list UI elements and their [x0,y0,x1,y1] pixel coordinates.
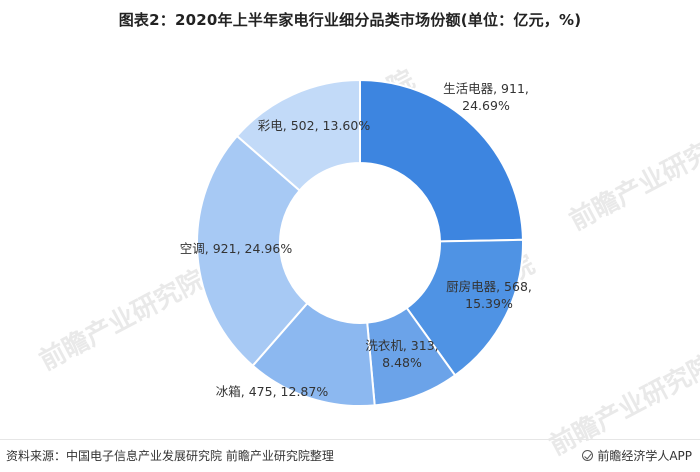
chart-title: 图表2：2020年上半年家电行业细分品类市场份额(单位：亿元，%) [118,11,582,29]
footer-divider [0,439,700,472]
label-厨房电器: 厨房电器, 568, [446,279,532,294]
label-percent-洗衣机: 8.48% [382,355,422,370]
donut-chart: 生活电器, 911, 24.69% 厨房电器, 568, 15.39% 洗衣机, 313… [180,78,532,407]
slice-空调 [196,134,309,368]
label-洗衣机: 洗衣机, 313, [365,338,438,353]
label-空调: 空调, 921, 24.96% [180,241,293,256]
label-生活电器: 生活电器, 911, [443,81,529,96]
brand-mark: 前瞻经济学人APP [582,447,692,464]
slice-生活电器 [359,78,524,243]
brand-logo-icon [582,450,594,461]
source-note: 资料来源：中国电子信息产业发展研究院 前瞻产业研究院整理 [6,449,334,463]
slice-group [196,78,524,407]
brand-name: 前瞻经济学人APP [597,449,692,463]
label-group: 生活电器, 911, 24.69% 厨房电器, 568, 15.39% 洗衣机, 313… [180,81,532,399]
label-冰箱: 冰箱, 475, 12.87% [216,384,329,399]
label-彩电: 彩电, 502, 13.60% [258,118,371,133]
label-percent-生活电器: 24.69% [462,98,510,113]
slice-彩电 [235,78,361,192]
label-percent-厨房电器: 15.39% [465,296,513,311]
